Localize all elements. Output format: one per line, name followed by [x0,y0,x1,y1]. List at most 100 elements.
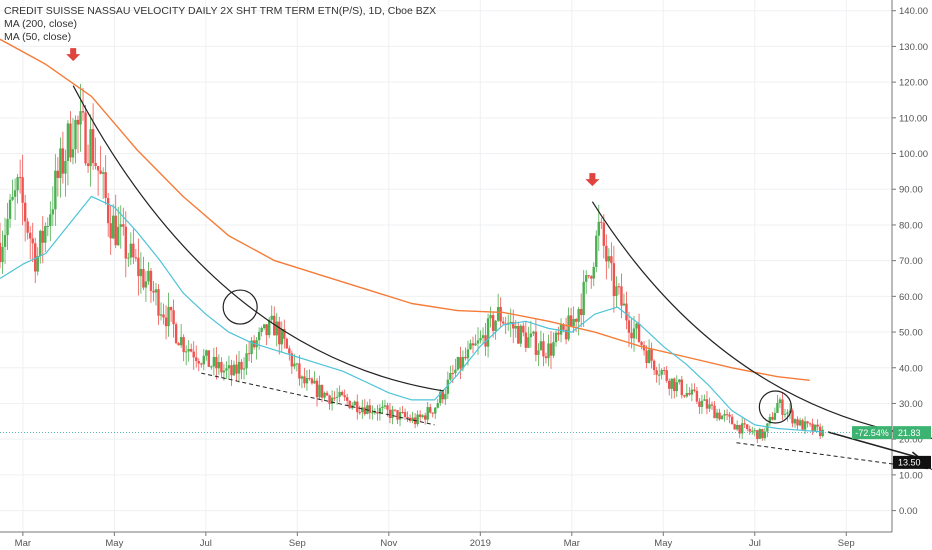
candle-body [403,412,407,417]
candle-body [459,357,462,369]
candle-body [441,391,444,400]
candle-body [569,315,573,327]
candle-body [132,243,135,258]
candle-body [522,325,525,333]
candle-body [31,238,34,244]
candle-body [808,423,812,425]
x-tick-label: Mar [564,538,580,549]
x-tick-label: May [105,538,123,549]
candle-body [396,410,399,420]
candle-body [486,318,490,347]
candle-body [381,406,384,409]
candle-body [640,341,643,346]
candle-body [386,405,389,410]
candle-body [0,242,2,263]
candle-body [466,349,470,359]
candle-body [509,321,512,323]
candle-body [715,412,719,419]
candle-body [343,395,346,398]
candle-body [64,161,67,174]
candle-body [778,399,782,404]
candle-body [3,235,7,247]
candle-body [444,393,447,400]
candle-body [703,399,706,401]
candle-body [8,199,12,219]
candle-body [49,214,52,227]
candle-body [768,416,772,424]
candle-body [79,111,82,125]
candle-body [708,404,711,409]
candle-body [610,256,613,264]
candle-body [127,257,130,259]
candle-body [461,356,465,369]
candle-body [353,401,356,406]
candle-body [373,412,377,414]
candle-body [192,351,195,358]
candle-body [456,357,460,370]
candle-body [152,290,155,293]
candle-body [169,306,173,311]
change-tag-label: -72.54% [855,428,889,438]
candle-body [544,356,548,359]
x-tick-label: Sep [289,538,306,549]
candle-body [803,421,807,430]
candle-body [418,414,422,417]
candle-body [260,327,263,332]
candle-body [388,409,392,419]
candle-body [174,324,178,344]
candle-body [157,289,160,316]
candle-body [340,391,344,396]
candle-body [657,374,661,376]
candle-body [71,149,75,158]
candle-body [695,391,699,402]
x-tick-label: Nov [380,538,397,549]
candle-body [167,306,170,327]
candle-body [371,412,374,414]
candle-body [207,350,211,367]
candle-body [117,226,120,246]
candle-body [725,414,729,416]
candle-body [406,416,409,419]
candle-body [96,166,100,171]
candle-body [89,129,92,167]
candle-body [368,405,372,413]
legend-ma200: MA (200, close) [4,18,77,30]
candle-body [615,286,618,296]
candle-body [529,333,533,338]
candle-body [617,286,621,288]
candle-body [496,307,500,321]
candle-body [662,370,666,372]
candle-body [383,405,387,407]
candle-body [798,420,802,426]
candle-body [225,368,228,371]
candle-body [627,320,631,333]
candle-body [104,172,107,199]
candle-body [479,338,482,341]
candle-body [23,202,27,222]
candle-body [114,215,117,246]
candle-body [781,399,784,415]
candle-body [429,407,432,413]
candle-body [743,423,746,425]
candle-body [469,343,472,350]
candle-body [753,430,756,432]
candle-body [335,396,339,398]
y-tick-label: 110.00 [899,113,927,124]
chart-legend: CREDIT SUISSE NASSAU VELOCITY DAILY 2X S… [4,5,436,44]
candle-body [746,424,749,430]
candle-body [567,315,570,340]
candle-body [559,324,563,335]
candle-body [6,218,9,236]
candle-body [197,361,200,364]
candle-body [605,245,608,262]
candle-body [348,400,351,409]
candle-body [597,221,600,236]
candle-body [195,357,198,362]
y-tick-label: 130.00 [899,42,928,53]
x-tick-label: Jul [200,538,212,549]
candle-body [678,379,681,383]
candle-body [59,148,62,179]
candle-body [592,266,595,279]
candle-body [361,407,364,413]
y-tick-label: 40.00 [899,363,923,374]
